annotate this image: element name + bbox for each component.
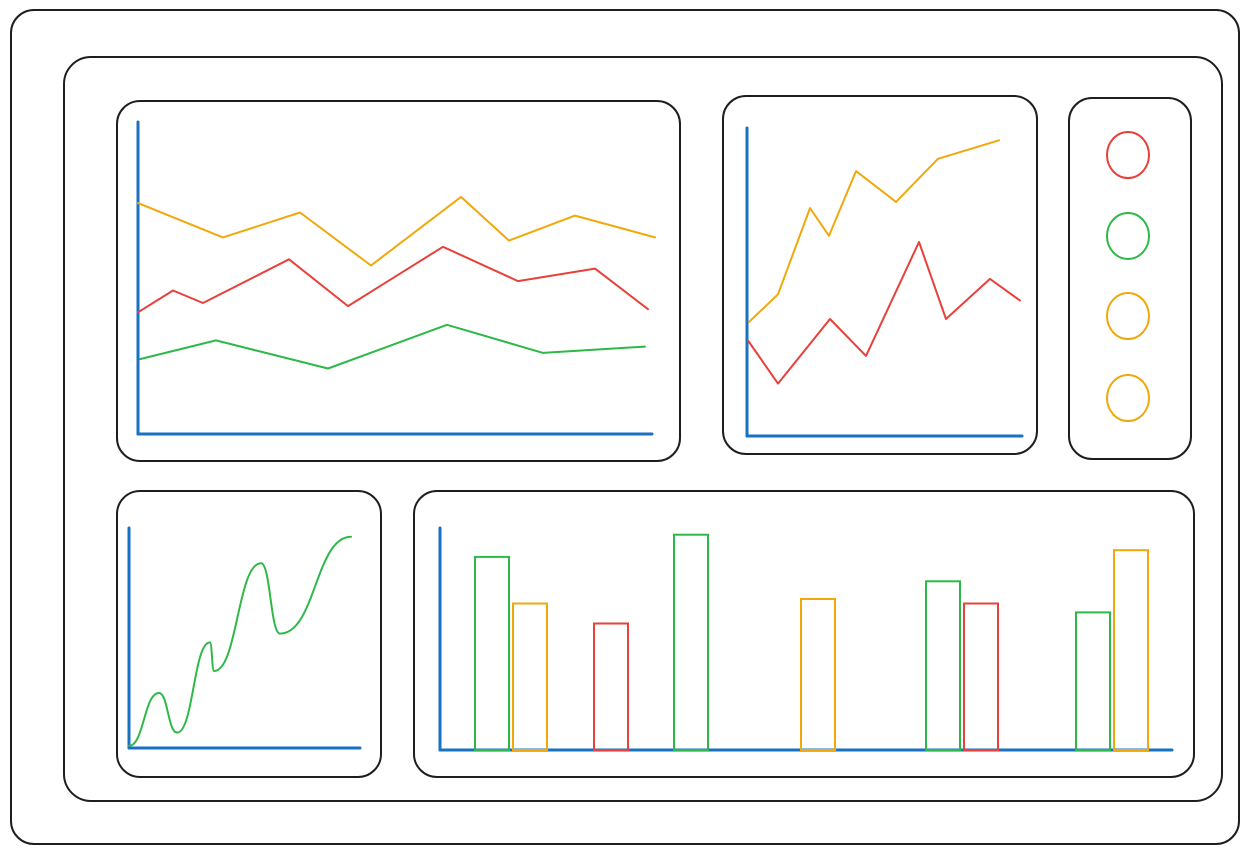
chart2-series-red	[747, 241, 1021, 385]
tablet-frame	[10, 9, 1240, 845]
growth-curve-panel	[116, 490, 382, 778]
dashboard-screen	[63, 56, 1223, 802]
two-line-chart-panel	[722, 95, 1038, 455]
chart3-series-green	[128, 535, 352, 747]
chart4-bar-4-1	[963, 602, 999, 751]
chart4-bar-4-0	[925, 580, 961, 751]
status-indicator-3-icon	[1106, 292, 1150, 340]
multi-line-chart-panel	[116, 100, 681, 462]
status-indicator-4-icon	[1106, 374, 1150, 422]
chart4-bar-1-0	[593, 622, 629, 751]
status-indicators-panel	[1068, 97, 1192, 460]
chart2-series-yellow	[748, 139, 1000, 323]
chart4-bar-0-0	[474, 555, 510, 752]
chart4-bar-5-1	[1113, 549, 1149, 752]
status-indicator-2-icon	[1106, 212, 1150, 260]
chart4-bar-3-0	[800, 598, 836, 751]
chart1-series-green	[139, 323, 646, 370]
chart4-bar-5-0	[1075, 611, 1111, 752]
status-indicator-1-icon	[1106, 131, 1150, 179]
chart1-series-red	[137, 245, 649, 314]
chart1-series-yellow	[137, 195, 656, 267]
chart4-bar-0-1	[512, 602, 548, 751]
chart4-bar-2-0	[673, 533, 709, 752]
bar-chart-panel	[413, 490, 1195, 778]
